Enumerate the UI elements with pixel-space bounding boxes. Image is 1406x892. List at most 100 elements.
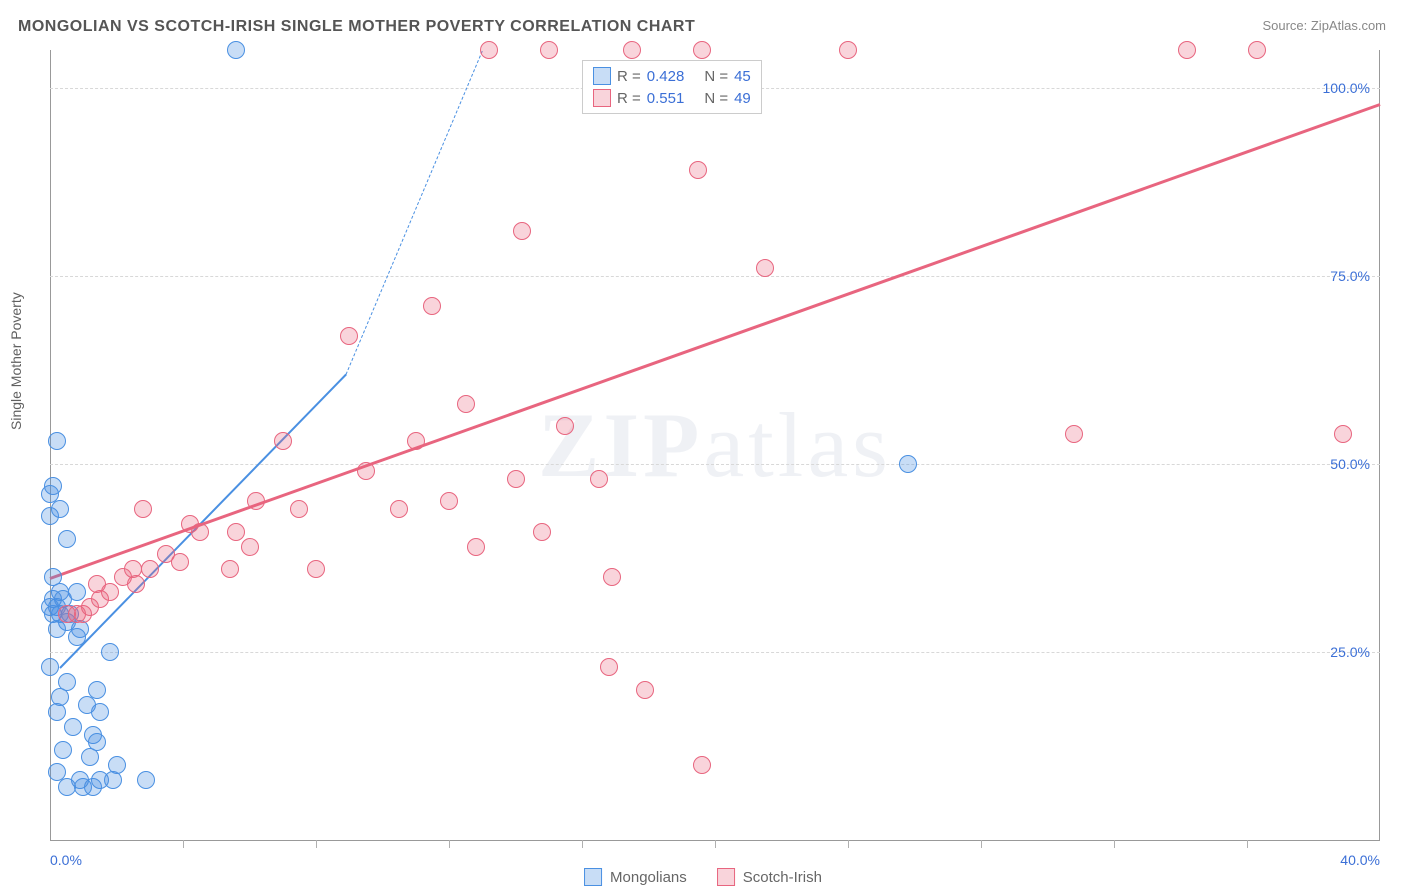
n-value: 45 <box>734 68 751 85</box>
x-tick-label: 40.0% <box>1340 852 1380 868</box>
data-point <box>48 703 66 721</box>
x-minor-tick <box>183 840 184 848</box>
data-point <box>540 41 558 59</box>
data-point <box>603 568 621 586</box>
bottom-legend: Mongolians Scotch-Irish <box>584 868 822 886</box>
data-point <box>307 560 325 578</box>
n-label: N = <box>704 90 728 107</box>
data-point <box>81 748 99 766</box>
x-minor-tick <box>449 840 450 848</box>
data-point <box>274 432 292 450</box>
y-axis-line-right <box>1379 50 1380 840</box>
data-point <box>1334 425 1352 443</box>
data-point <box>440 492 458 510</box>
gridline-h <box>50 652 1380 653</box>
data-point <box>590 470 608 488</box>
x-minor-tick <box>715 840 716 848</box>
data-point <box>480 41 498 59</box>
gridline-h <box>50 464 1380 465</box>
data-point <box>221 560 239 578</box>
data-point <box>241 538 259 556</box>
data-point <box>1178 41 1196 59</box>
data-point <box>41 658 59 676</box>
legend-swatch <box>593 89 611 107</box>
n-value: 49 <box>734 90 751 107</box>
data-point <box>756 259 774 277</box>
data-point <box>290 500 308 518</box>
data-point <box>689 161 707 179</box>
data-point <box>58 530 76 548</box>
data-point <box>104 771 122 789</box>
legend-label-mongolians: Mongolians <box>610 869 687 886</box>
y-tick-label: 50.0% <box>1330 456 1370 472</box>
data-point <box>513 222 531 240</box>
data-point <box>74 778 92 796</box>
data-point <box>101 643 119 661</box>
x-minor-tick <box>981 840 982 848</box>
stats-legend: R = 0.428 N = 45 R = 0.551 N = 49 <box>582 60 762 114</box>
data-point <box>141 560 159 578</box>
stats-legend-row: R = 0.551 N = 49 <box>593 87 751 109</box>
data-point <box>101 583 119 601</box>
x-minor-tick <box>582 840 583 848</box>
r-value: 0.428 <box>647 68 685 85</box>
y-tick-label: 75.0% <box>1330 268 1370 284</box>
data-point <box>507 470 525 488</box>
data-point <box>390 500 408 518</box>
data-point <box>340 327 358 345</box>
x-minor-tick <box>1114 840 1115 848</box>
data-point <box>171 553 189 571</box>
data-point <box>600 658 618 676</box>
legend-swatch <box>593 67 611 85</box>
data-point <box>41 507 59 525</box>
y-axis-label: Single Mother Poverty <box>8 292 24 430</box>
data-point <box>64 718 82 736</box>
data-point <box>407 432 425 450</box>
data-point <box>91 703 109 721</box>
data-point <box>357 462 375 480</box>
legend-item-scotch-irish: Scotch-Irish <box>717 868 822 886</box>
source-attribution: Source: ZipAtlas.com <box>1262 18 1386 33</box>
r-label: R = <box>617 90 641 107</box>
plot-area: ZIPatlas 25.0%50.0%75.0%100.0%0.0%40.0%R… <box>50 50 1380 840</box>
x-minor-tick <box>848 840 849 848</box>
data-point <box>457 395 475 413</box>
data-point <box>1248 41 1266 59</box>
data-point <box>48 620 66 638</box>
data-point <box>533 523 551 541</box>
data-point <box>467 538 485 556</box>
data-point <box>899 455 917 473</box>
x-tick-label: 0.0% <box>50 852 82 868</box>
data-point <box>247 492 265 510</box>
n-label: N = <box>704 68 728 85</box>
data-point <box>693 756 711 774</box>
data-point <box>58 778 76 796</box>
stats-legend-row: R =0.428N =45 <box>593 65 751 87</box>
r-value: 0.551 <box>647 90 685 107</box>
chart-container: MONGOLIAN VS SCOTCH-IRISH SINGLE MOTHER … <box>0 0 1406 892</box>
data-point <box>227 523 245 541</box>
data-point <box>54 741 72 759</box>
data-point <box>423 297 441 315</box>
watermark-light: atlas <box>703 394 892 496</box>
data-point <box>623 41 641 59</box>
x-minor-tick <box>316 840 317 848</box>
data-point <box>636 681 654 699</box>
chart-title: MONGOLIAN VS SCOTCH-IRISH SINGLE MOTHER … <box>18 18 695 36</box>
data-point <box>191 523 209 541</box>
data-point <box>693 41 711 59</box>
data-point <box>134 500 152 518</box>
data-point <box>1065 425 1083 443</box>
data-point <box>839 41 857 59</box>
trend-line <box>345 50 482 374</box>
legend-swatch-scotch-irish <box>717 868 735 886</box>
y-tick-label: 25.0% <box>1330 644 1370 660</box>
watermark-bold: ZIP <box>538 394 703 496</box>
legend-swatch-mongolians <box>584 868 602 886</box>
y-tick-label: 100.0% <box>1323 80 1370 96</box>
gridline-h <box>50 276 1380 277</box>
legend-item-mongolians: Mongolians <box>584 868 687 886</box>
x-minor-tick <box>1247 840 1248 848</box>
data-point <box>556 417 574 435</box>
data-point <box>227 41 245 59</box>
